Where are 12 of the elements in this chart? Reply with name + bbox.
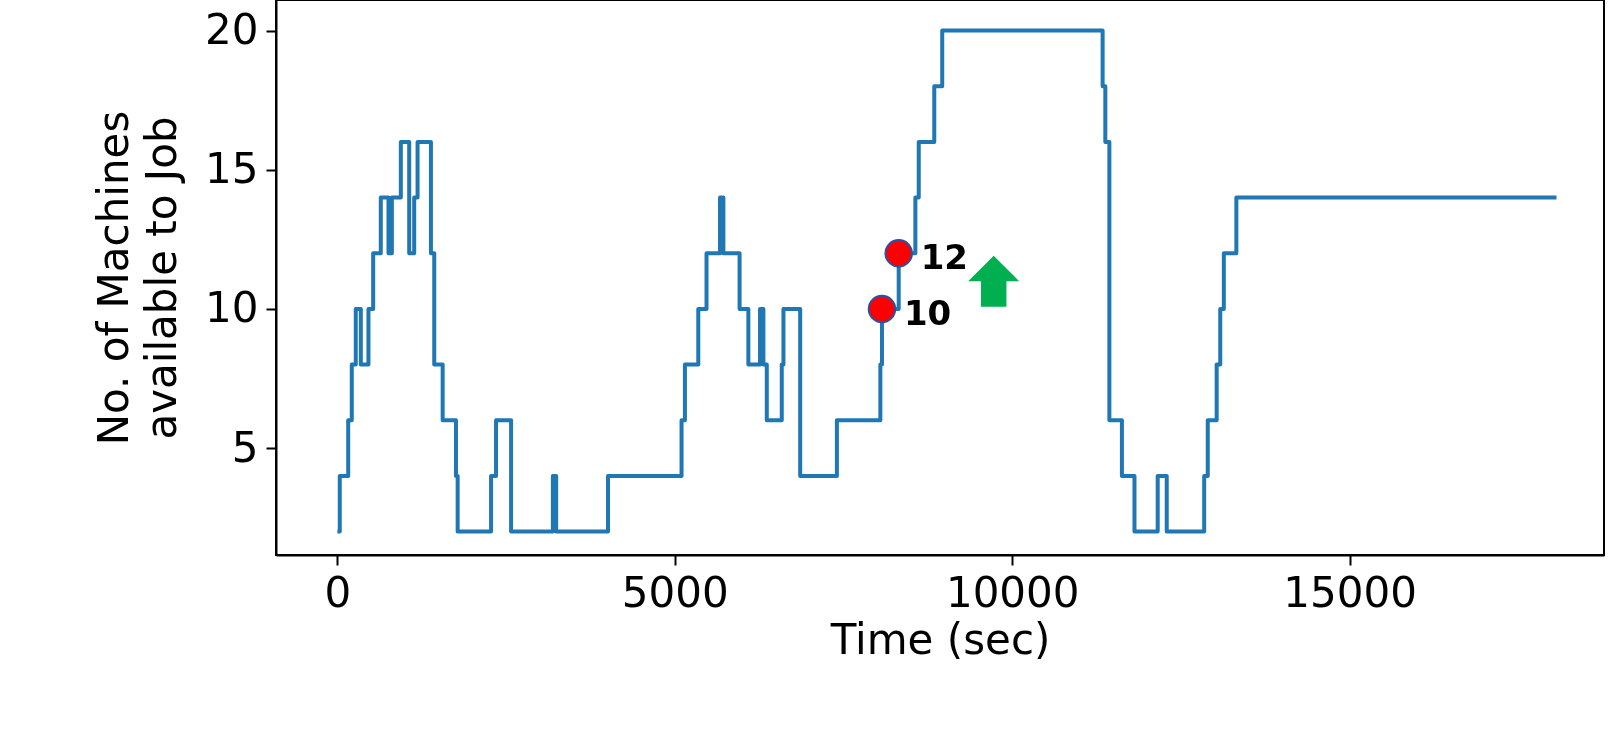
x-tick-label: 5000: [621, 567, 729, 617]
x-tick-label: 10000: [945, 567, 1080, 617]
annotation: 10: [903, 292, 952, 333]
y-tick-label: 20: [205, 5, 259, 55]
y-tick-label: 10: [205, 283, 259, 333]
annotation: 12: [920, 237, 969, 278]
y-tick-label: 5: [231, 422, 259, 472]
y-axis-title: No. of Machines available to Job: [89, 110, 187, 446]
x-tick-label: 0: [324, 567, 352, 617]
y-tick-label: 15: [205, 144, 259, 194]
x-tick-label: 15000: [1283, 567, 1417, 617]
x-axis-title: Time (sec): [829, 614, 1051, 664]
